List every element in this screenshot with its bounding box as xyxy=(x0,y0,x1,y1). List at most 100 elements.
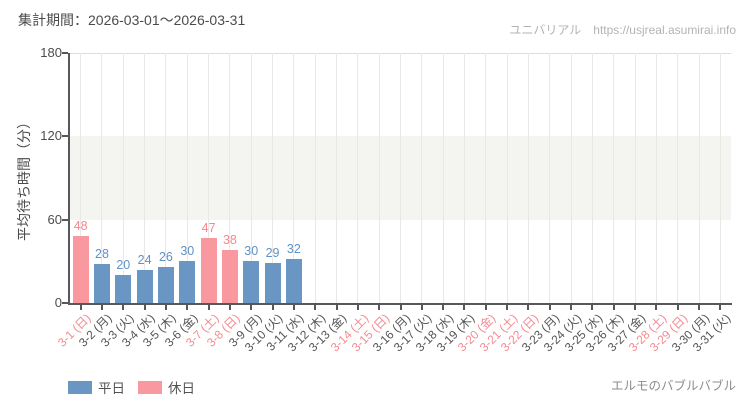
bar-value-label: 24 xyxy=(137,252,152,267)
x-axis-line xyxy=(68,303,732,305)
grid-line xyxy=(655,53,657,303)
x-tick-mark xyxy=(79,305,82,310)
x-tick-mark xyxy=(548,305,551,310)
bar-value-label: 48 xyxy=(73,219,88,234)
grid-line xyxy=(591,53,593,303)
legend-label: 休日 xyxy=(168,381,195,396)
x-tick-mark xyxy=(719,305,722,310)
grid-line xyxy=(421,53,423,303)
grid-line xyxy=(229,53,231,303)
grid-line xyxy=(442,53,444,303)
bar-value-label: 20 xyxy=(116,258,131,273)
y-tick-mark xyxy=(62,52,68,54)
x-tick-mark xyxy=(143,305,146,310)
legend-item-holiday[interactable]: 休日 xyxy=(138,377,195,397)
x-tick-mark xyxy=(228,305,231,310)
grid-line xyxy=(272,53,274,303)
x-tick-mark xyxy=(506,305,509,310)
bar-value-label: 47 xyxy=(201,220,216,235)
grid-line xyxy=(314,53,316,303)
y-tick-label: 120 xyxy=(40,128,62,144)
bar[interactable] xyxy=(72,236,89,303)
grid-line xyxy=(613,53,615,303)
grid-line xyxy=(719,53,721,303)
legend-swatch xyxy=(68,380,92,394)
x-tick-mark xyxy=(271,305,274,310)
x-tick-mark xyxy=(420,305,423,310)
bar[interactable] xyxy=(264,262,281,303)
bar[interactable] xyxy=(179,261,196,303)
x-tick-mark xyxy=(698,305,701,310)
x-tick-mark xyxy=(442,305,445,310)
grid-line xyxy=(144,53,146,303)
bar[interactable] xyxy=(136,269,153,303)
bar[interactable] xyxy=(115,275,132,303)
grid-line xyxy=(698,53,700,303)
grid-line xyxy=(506,53,508,303)
x-tick-mark xyxy=(164,305,167,310)
y-tick-label: 180 xyxy=(40,45,62,60)
grid-line xyxy=(570,53,572,303)
x-tick-mark xyxy=(634,305,637,310)
x-tick-mark xyxy=(676,305,679,310)
x-tick-mark xyxy=(378,305,381,310)
x-tick-mark xyxy=(527,305,530,310)
bar[interactable] xyxy=(200,237,217,303)
bar[interactable] xyxy=(221,250,238,303)
grid-line xyxy=(634,53,636,303)
x-tick-mark xyxy=(612,305,615,310)
legend-label: 平日 xyxy=(98,381,125,396)
x-tick-mark xyxy=(250,305,253,310)
grid-line xyxy=(293,53,295,303)
bar-value-label: 28 xyxy=(95,247,109,262)
legend-item-weekday[interactable]: 平日 xyxy=(68,377,125,397)
grid-line xyxy=(250,53,252,303)
legend-swatch xyxy=(138,380,162,394)
bar[interactable] xyxy=(243,261,260,303)
bar-value-label: 29 xyxy=(265,245,280,260)
grid-line xyxy=(122,53,124,303)
grid-line xyxy=(400,53,401,303)
attraction-name: エルモのバブルバブル xyxy=(610,379,736,393)
x-tick-mark xyxy=(292,305,295,310)
grid-line xyxy=(165,53,167,303)
bar[interactable] xyxy=(157,266,174,303)
x-tick-mark xyxy=(100,305,103,310)
bar-value-label: 32 xyxy=(286,241,301,256)
y-tick-mark xyxy=(62,218,68,221)
legend: 平日 休日 xyxy=(68,377,195,397)
grid-line xyxy=(527,53,529,303)
x-tick-mark xyxy=(655,305,658,310)
period-label: 集計期間：2026-03-01～2026-03-31 xyxy=(18,12,246,28)
grid-line xyxy=(378,53,380,303)
grid-line xyxy=(357,53,359,303)
bar-value-label: 38 xyxy=(222,233,237,248)
x-tick-mark xyxy=(399,305,402,310)
bar[interactable] xyxy=(93,264,110,303)
grid-line xyxy=(485,53,487,303)
x-tick-mark xyxy=(335,305,338,310)
x-tick-mark xyxy=(591,305,594,310)
site-url[interactable]: https://usjreal.asumirai.info xyxy=(593,23,736,37)
x-tick-mark xyxy=(314,305,317,310)
y-tick-label: 0 xyxy=(54,295,62,310)
x-tick-mark xyxy=(570,305,573,310)
y-axis-line xyxy=(68,53,70,305)
site-credit: ユニバリアル https://usjreal.asumirai.info xyxy=(509,21,736,38)
grid-line xyxy=(463,53,465,303)
bar-value-label: 30 xyxy=(180,244,195,259)
x-tick-mark xyxy=(207,305,210,310)
bar-value-label: 26 xyxy=(158,249,173,264)
y-tick-mark xyxy=(62,302,68,304)
bar-value-label: 30 xyxy=(244,244,259,259)
grid-line xyxy=(549,53,551,303)
x-tick-mark xyxy=(484,305,487,310)
y-tick-label: 60 xyxy=(47,211,62,227)
grid-line xyxy=(80,53,82,303)
bar[interactable] xyxy=(285,258,302,303)
grid-line xyxy=(336,53,338,303)
x-axis-labels: 3-1 (日) 3-2 (月) 3-3 (火) 3-4 (水) 3-5 (木) 3-6 (… xyxy=(55,311,733,381)
grid-line xyxy=(677,53,679,303)
x-tick-mark xyxy=(463,305,466,310)
site-name: ユニバリアル xyxy=(509,23,582,37)
